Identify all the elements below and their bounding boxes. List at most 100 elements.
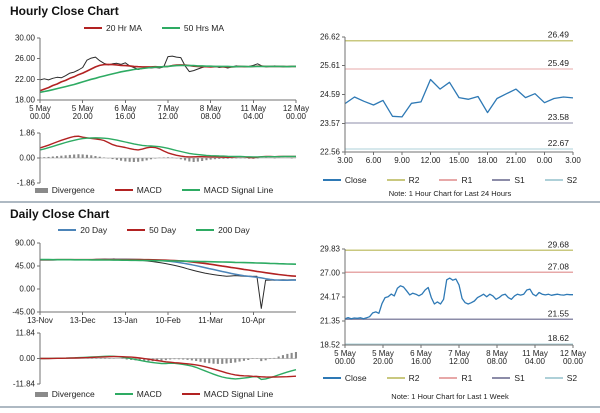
pivot_24h-y-tick-label: 22.56: [320, 148, 341, 157]
hourly_macd-divergence-bar: [51, 156, 54, 158]
daily_macd-divergence-bar: [173, 358, 176, 360]
daily_macd-divergence-bar: [125, 358, 128, 360]
hourly_macd-divergence-bar: [256, 158, 259, 159]
legend-item-r1: R1: [439, 175, 472, 185]
pivot_24h-x-tick-label: 3.00: [337, 156, 353, 165]
hourly_close-y-tick-label: 18.00: [15, 96, 36, 105]
hourly_macd-divergence-bar: [128, 158, 131, 162]
pivot_24h-x-tick-label: 6.00: [366, 156, 382, 165]
daily_macd-divergence-bar: [108, 358, 111, 359]
pivot_24h-x-tick-label: 12.00: [420, 156, 441, 165]
daily_macd-divergence-bar: [95, 358, 98, 359]
daily-note: Note: 1 Hour Chart for Last 1 Week: [391, 392, 509, 401]
legend-line-swatch: [544, 377, 563, 379]
hourly_close-y-tick-label: 26.00: [15, 54, 36, 63]
pivot_1w-x-tick-label: 8 May: [486, 349, 508, 358]
daily_macd-divergence-bar: [225, 358, 228, 364]
pivot_1w-pivot-label-r1: 27.08: [548, 261, 570, 271]
hourly_macd-divergence-bar: [81, 154, 84, 158]
daily_macd-divergence-bar: [143, 358, 146, 362]
legend-item-macd-signal-line: MACD Signal Line: [181, 185, 273, 195]
hourly_macd-divergence-bar: [201, 158, 204, 161]
daily_macd-divergence-bar: [247, 358, 250, 360]
hourly_macd-divergence-bar: [115, 158, 118, 160]
hourly_macd-divergence-bar: [60, 155, 63, 158]
pivot_1w-x-tick-label: 04.00: [525, 357, 546, 366]
daily_macd-divergence-bar: [164, 358, 167, 361]
legend-item-s1: S1: [492, 373, 525, 383]
hourly_macd-divergence-bar: [205, 158, 208, 161]
hourly_macd-divergence-bar: [162, 157, 165, 158]
hourly_macd-divergence-bar: [154, 158, 157, 159]
daily_macd-divergence-bar: [238, 358, 241, 362]
pivot_24h-x-tick-label: 0.00: [537, 156, 553, 165]
pivot_24h-pivot-label-s2: 22.67: [548, 138, 570, 148]
hourly_macd-divergence-bar: [73, 154, 76, 158]
pivot_24h-x-tick-label: 18.00: [477, 156, 498, 165]
legend-label: 50 Hrs MA: [183, 23, 225, 33]
daily-close-legend: 20 Day 50 Day 200 Day: [8, 225, 300, 235]
legend-line-swatch: [322, 377, 341, 379]
hourly_macd-divergence-bar: [94, 156, 97, 158]
daily_macd-divergence-bar: [229, 358, 232, 363]
legend-item-s2: S2: [544, 175, 577, 185]
legend-item-r2: R2: [386, 373, 420, 383]
hourly_close-x-tick-label: 00.00: [30, 112, 51, 121]
hourly_macd-y-tick-label: 1.86: [19, 129, 35, 138]
legend-line-swatch: [161, 27, 180, 29]
daily_close-y-tick-label: 90.00: [15, 239, 36, 248]
legend-label: 20 Day: [80, 225, 108, 235]
daily_macd-divergence-bar: [273, 357, 276, 359]
hourly_close-series-close: [39, 55, 296, 81]
daily-macd-chart: 11.84 0.00 -11.84: [13, 329, 297, 389]
legend-line-swatch: [181, 189, 200, 191]
pivot-24h-chart: 26.49 25.49 23.58 22.67 26.62 25.61 24.59 23.57…: [320, 30, 581, 165]
legend-label: S1: [514, 175, 525, 185]
hourly_close-x-tick-label: 08.00: [201, 112, 222, 121]
hourly_close-x-tick-label: 12 May: [283, 104, 309, 113]
pivot_24h-x-tick-label: 3.00: [565, 156, 581, 165]
legend-line-swatch: [83, 27, 102, 29]
daily_macd-divergence-bar: [190, 358, 193, 361]
legend-item-close: Close: [322, 175, 367, 185]
hourly_macd-y-tick-label: -1.86: [17, 179, 36, 188]
daily_close-series-ma200: [40, 258, 297, 265]
hourly_macd-divergence-bar: [184, 158, 187, 161]
hourly_macd-divergence-bar: [68, 154, 71, 158]
legend-line-swatch: [114, 393, 133, 395]
legend-label: Close: [344, 175, 367, 185]
legend-label: 50 Day: [149, 225, 177, 235]
daily_macd-divergence-bar: [268, 358, 271, 359]
pivot_1w-x-tick-label: 11 May: [522, 349, 548, 358]
daily_macd-divergence-bar: [182, 358, 185, 360]
pivot_24h-y-tick-label: 26.62: [320, 33, 341, 42]
daily_macd-y-tick-label: -11.84: [13, 380, 36, 389]
hourly_close-x-tick-label: 16.00: [115, 112, 136, 121]
hourly_close-x-tick-label: 8 May: [200, 104, 222, 113]
legend-item-20-hr-ma: 20 Hr MA: [83, 23, 142, 33]
pivot_24h-y-tick-label: 23.57: [320, 119, 341, 128]
pivot_24h-x-tick-label: 21.00: [506, 156, 527, 165]
legend-label: S1: [514, 373, 525, 383]
hourly_macd-divergence-bar: [103, 157, 106, 158]
daily_macd-divergence-bar: [212, 358, 215, 364]
hourly_macd-divergence-bar: [226, 158, 229, 159]
daily_macd-divergence-bar: [277, 356, 280, 359]
pivot_1w-x-tick-label: 16.00: [411, 357, 432, 366]
daily_macd-divergence-bar: [286, 353, 289, 359]
legend-label: R2: [408, 373, 420, 383]
daily_macd-divergence-bar: [281, 355, 284, 359]
hourly_macd-divergence-bar: [192, 158, 195, 162]
pivot_1w-y-tick-label: 21.35: [320, 316, 341, 325]
hourly_macd-y-tick-label: 0.00: [19, 154, 35, 163]
legend-item-divergence: Divergence: [34, 185, 95, 195]
daily_macd-divergence-bar: [104, 358, 107, 359]
legend-label: S2: [566, 373, 578, 383]
pivot_1w-pivot-label-s1: 21.55: [548, 308, 570, 318]
hourly_close-x-tick-label: 04.00: [243, 112, 264, 121]
hourly_macd-divergence-bar: [196, 158, 199, 162]
legend-item-r1: R1: [439, 373, 472, 383]
hourly_close-x-tick-label: 7 May: [157, 104, 179, 113]
